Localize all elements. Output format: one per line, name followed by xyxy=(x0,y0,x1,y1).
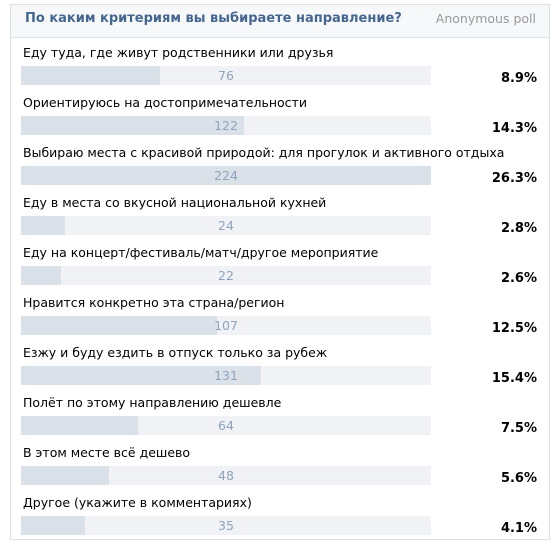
poll-option-cheaper-flight[interactable]: Полёт по этому направлению дешевле 64 7.… xyxy=(11,388,549,438)
option-bar: 22 xyxy=(21,266,431,285)
poll-type-label: Anonymous poll xyxy=(435,11,536,26)
poll-options: Еду туда, где живут родственники или дру… xyxy=(11,38,549,538)
poll-option-other[interactable]: Другое (укажите в комментариях) 35 4.1% xyxy=(11,488,549,538)
option-bar: 76 xyxy=(21,66,431,85)
option-percent: 2.8% xyxy=(500,221,537,236)
option-label: Другое (укажите в комментариях) xyxy=(23,495,252,510)
option-percent: 4.1% xyxy=(500,521,537,536)
option-bar-fill xyxy=(21,166,431,185)
poll-widget: По каким критериям вы выбираете направле… xyxy=(10,4,550,540)
option-label: Еду в места со вкусной национальной кухн… xyxy=(23,195,327,210)
option-bar-fill xyxy=(21,416,139,435)
poll-option-nature[interactable]: Выбираю места с красивой природой: для п… xyxy=(11,138,549,188)
option-bar-fill xyxy=(21,466,109,485)
option-bar: 131 xyxy=(21,366,431,385)
poll-header: По каким критериям вы выбираете направле… xyxy=(11,5,549,38)
option-label: Нравится конкретно эта страна/регион xyxy=(23,295,285,310)
option-bar-fill xyxy=(21,216,65,235)
option-percent: 26.3% xyxy=(491,171,537,186)
poll-option-country[interactable]: Нравится конкретно эта страна/регион 107… xyxy=(11,288,549,338)
option-label: Ориентируюсь на достопримечательности xyxy=(23,95,307,110)
option-count: 107 xyxy=(214,318,238,333)
option-bar-fill xyxy=(21,366,261,385)
option-label: Полёт по этому направлению дешевле xyxy=(23,395,282,410)
option-percent: 8.9% xyxy=(500,71,537,86)
option-bar: 48 xyxy=(21,466,431,485)
poll-option-abroad[interactable]: Езжу и буду ездить в отпуск только за ру… xyxy=(11,338,549,388)
option-count: 35 xyxy=(218,518,234,533)
option-label: Езжу и буду ездить в отпуск только за ру… xyxy=(23,345,328,360)
option-percent: 14.3% xyxy=(491,121,537,136)
poll-option-relatives[interactable]: Еду туда, где живут родственники или дру… xyxy=(11,38,549,88)
poll-option-cuisine[interactable]: Еду в места со вкусной национальной кухн… xyxy=(11,188,549,238)
poll-option-sights[interactable]: Ориентируюсь на достопримечательности 12… xyxy=(11,88,549,138)
option-bar: 122 xyxy=(21,116,431,135)
option-percent: 7.5% xyxy=(500,421,537,436)
option-count: 131 xyxy=(214,368,238,383)
option-percent: 12.5% xyxy=(491,321,537,336)
option-bar: 24 xyxy=(21,216,431,235)
poll-option-events[interactable]: Еду на концерт/фестиваль/матч/другое мер… xyxy=(11,238,549,288)
option-label: Еду на концерт/фестиваль/матч/другое мер… xyxy=(23,245,379,260)
option-count: 22 xyxy=(218,268,234,283)
option-bar: 64 xyxy=(21,416,431,435)
option-count: 224 xyxy=(214,168,238,183)
option-count: 122 xyxy=(214,118,238,133)
option-bar-fill xyxy=(21,516,85,535)
option-count: 64 xyxy=(218,418,234,433)
option-label: Выбираю места с красивой природой: для п… xyxy=(23,145,505,160)
option-count: 24 xyxy=(218,218,234,233)
option-count: 48 xyxy=(218,468,234,483)
option-label: В этом месте всё дешево xyxy=(23,445,191,460)
option-bar: 224 xyxy=(21,166,431,185)
option-bar: 107 xyxy=(21,316,431,335)
poll-title[interactable]: По каким критериям вы выбираете направле… xyxy=(25,11,402,26)
poll-option-cheap-place[interactable]: В этом месте всё дешево 48 5.6% xyxy=(11,438,549,488)
option-bar-fill xyxy=(21,116,245,135)
option-percent: 15.4% xyxy=(491,371,537,386)
option-bar: 35 xyxy=(21,516,431,535)
option-bar-fill xyxy=(21,316,217,335)
option-percent: 2.6% xyxy=(500,271,537,286)
option-label: Еду туда, где живут родственники или дру… xyxy=(23,45,334,60)
option-bar-fill xyxy=(21,66,160,85)
option-percent: 5.6% xyxy=(500,471,537,486)
option-count: 76 xyxy=(218,68,234,83)
option-bar-fill xyxy=(21,266,62,285)
